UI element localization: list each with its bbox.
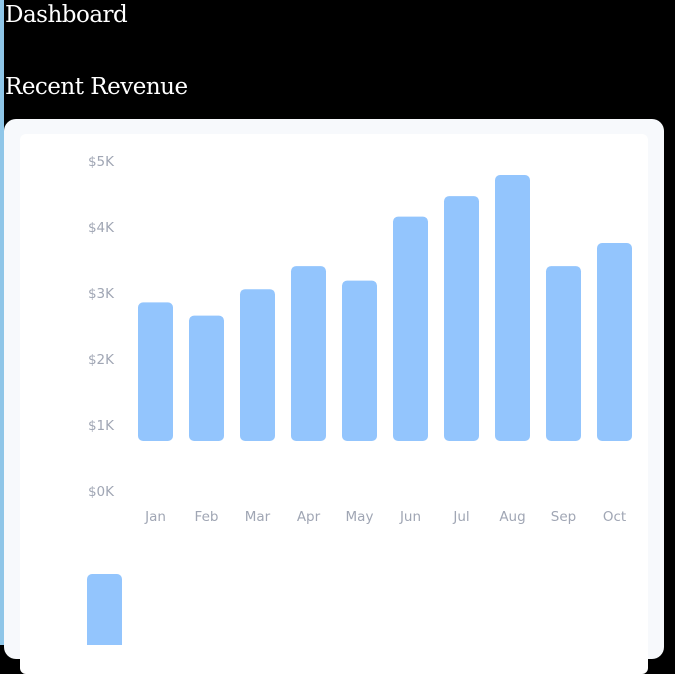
x-tick-label: Jun [399,509,421,525]
x-tick-label: Feb [195,509,219,525]
x-tick-label: Aug [499,509,525,525]
bar-apr[interactable] [291,266,326,441]
window-edge [0,0,4,645]
x-tick-label: Sep [551,509,576,525]
bars-group-secondary [87,574,122,645]
y-tick-label: $4K [88,220,115,236]
bar-aug[interactable] [495,175,530,441]
bar-sep[interactable] [546,266,581,441]
bar-may[interactable] [342,280,377,441]
x-tick-label: Mar [245,509,271,525]
bar-jun[interactable] [393,216,428,441]
secondary-chart-bar[interactable] [87,574,122,645]
section-title: Recent Revenue [5,74,188,100]
y-tick-label: $0K [88,484,115,500]
x-axis: Jan Feb Mar Apr May Jun Jul Aug Sep Oct [144,509,626,525]
bar-feb[interactable] [189,315,224,441]
y-axis: $0K $1K $2K $3K $4K $5K [88,154,115,500]
x-tick-label: Jul [452,509,469,525]
y-tick-label: $5K [88,154,115,170]
x-tick-label: Oct [603,509,626,525]
x-tick-label: Apr [297,509,321,525]
y-tick-label: $3K [88,286,115,302]
chart-card-body [20,134,648,674]
x-tick-label: May [346,509,374,525]
bar-oct[interactable] [597,243,632,441]
bar-jul[interactable] [444,196,479,441]
bars-group [138,175,632,441]
bar-jan[interactable] [138,302,173,441]
bar-mar[interactable] [240,289,275,441]
y-tick-label: $1K [88,418,115,434]
revenue-bar-chart: $0K $1K $2K $3K $4K $5K Jan Feb Mar Apr May Jun Jul… [87,154,632,645]
page-title: Dashboard [5,2,128,28]
y-tick-label: $2K [88,352,115,368]
x-tick-label: Jan [144,509,166,525]
